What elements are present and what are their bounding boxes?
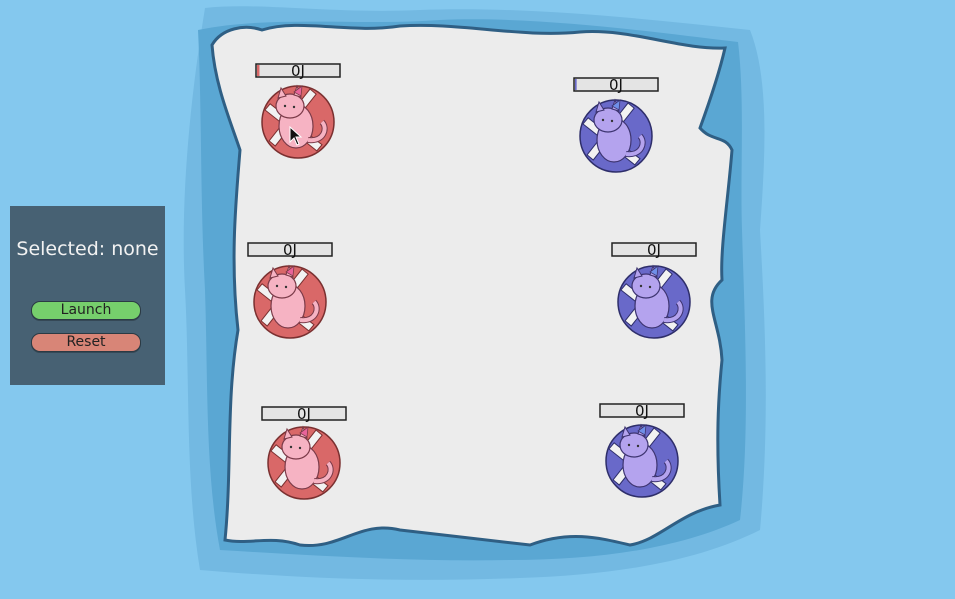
cat-tube-icon[interactable] xyxy=(254,266,326,338)
power-label: 0J xyxy=(609,76,623,94)
cat-tube-icon[interactable] xyxy=(618,266,690,338)
player-red-1[interactable]: 0J xyxy=(255,62,341,158)
player-blue-4[interactable]: 0J xyxy=(611,241,697,338)
power-bar-fill xyxy=(575,79,577,90)
launch-button[interactable]: Launch xyxy=(31,301,141,320)
power-bar xyxy=(261,406,347,421)
power-label: 0J xyxy=(647,241,661,259)
power-label: 0J xyxy=(283,241,297,259)
power-bar xyxy=(247,242,333,257)
player-blue-6[interactable]: 0J xyxy=(599,402,685,497)
control-panel: Selected: none Launch Reset xyxy=(10,206,165,385)
power-label: 0J xyxy=(297,405,311,423)
cat-tube-icon[interactable] xyxy=(606,425,678,497)
power-bar xyxy=(573,77,659,92)
power-label: 0J xyxy=(635,402,649,420)
mouse-cursor-icon xyxy=(289,126,303,146)
cat-tube-icon[interactable] xyxy=(580,100,652,172)
power-bar xyxy=(255,63,341,78)
reset-button[interactable]: Reset xyxy=(31,333,141,352)
player-red-3[interactable]: 0J xyxy=(247,241,333,338)
player-red-5[interactable]: 0J xyxy=(261,405,347,499)
selected-status: Selected: none xyxy=(16,238,159,260)
power-bar xyxy=(611,242,697,257)
player-blue-2[interactable]: 0J xyxy=(573,76,659,172)
cat-tube-icon[interactable] xyxy=(268,427,340,499)
cat-tube-icon[interactable] xyxy=(262,86,334,158)
power-bar-fill xyxy=(257,65,260,76)
power-label: 0J xyxy=(291,62,305,80)
power-bar xyxy=(599,403,685,418)
